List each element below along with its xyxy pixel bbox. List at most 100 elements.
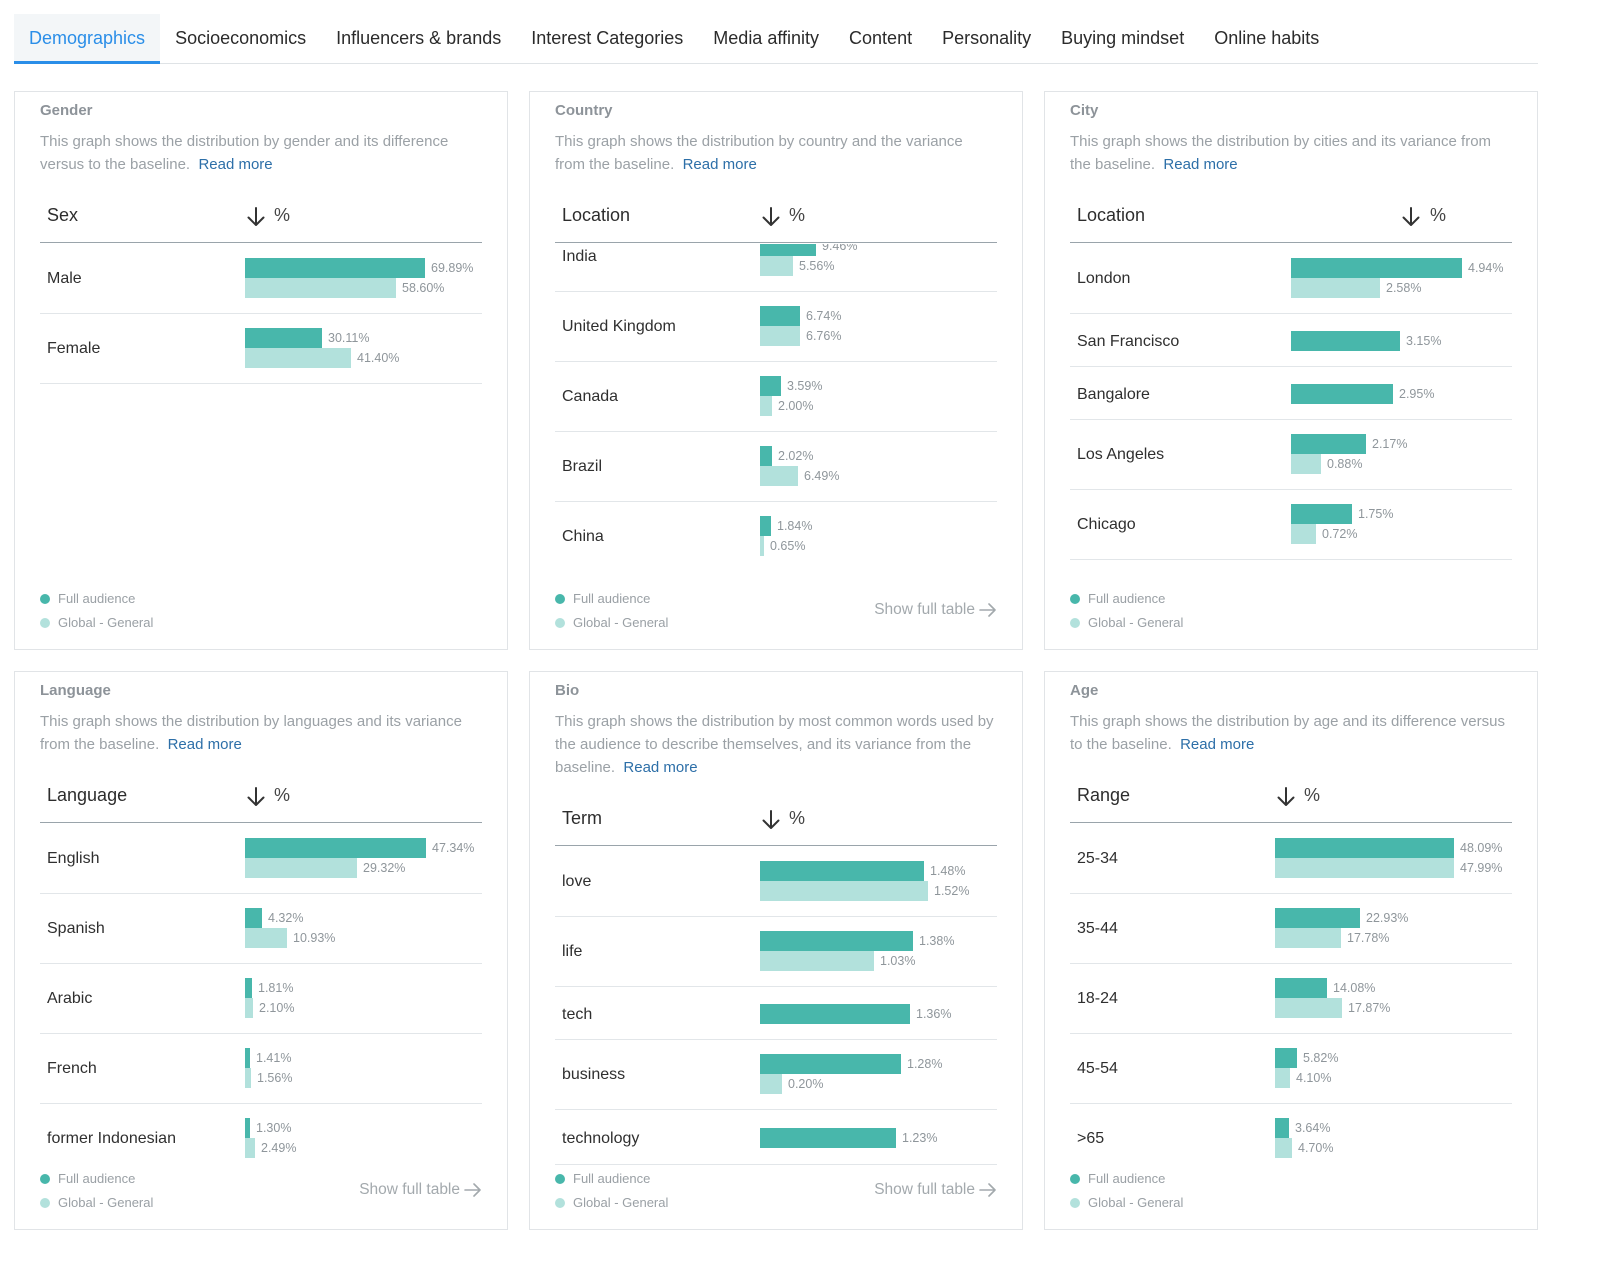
- table-row[interactable]: Canada 3.59% 2.00%: [555, 362, 997, 432]
- baseline-bar: [760, 396, 772, 416]
- description-text: This graph shows the distribution by lan…: [40, 713, 462, 753]
- read-more-link[interactable]: Read more: [1180, 736, 1255, 753]
- full-audience-dot-icon: [1070, 1174, 1080, 1184]
- full-audience-value: 5.82%: [1303, 1051, 1339, 1065]
- read-more-link[interactable]: Read more: [167, 736, 242, 753]
- row-label: Bangalore: [1077, 386, 1150, 403]
- sort-descending-icon[interactable]: [1400, 206, 1422, 228]
- tab-buying-mindset[interactable]: Buying mindset: [1061, 28, 1185, 48]
- row-label: Canada: [562, 388, 619, 405]
- show-full-table-link[interactable]: Show full table: [359, 1181, 482, 1199]
- full-audience-bar: [245, 328, 322, 348]
- table-row[interactable]: >65 3.64% 4.70%: [1070, 1104, 1512, 1164]
- legend-label: Global - General: [573, 1195, 669, 1210]
- table-row[interactable]: Chicago 1.75% 0.72%: [1070, 490, 1512, 560]
- table-row[interactable]: Bangalore 2.95%: [1070, 367, 1512, 420]
- table-row[interactable]: Spanish 4.32% 10.93%: [40, 894, 482, 964]
- table-row[interactable]: 25-34 48.09% 47.99%: [1070, 824, 1512, 894]
- full-audience-value: 30.11%: [328, 331, 370, 345]
- description-text: This graph shows the distribution by cou…: [555, 133, 963, 173]
- baseline-bar: [1275, 1068, 1290, 1088]
- baseline-value: 4.10%: [1296, 1071, 1332, 1085]
- baseline-bar: [760, 881, 928, 901]
- tab-demographics[interactable]: Demographics: [14, 14, 161, 64]
- baseline-dot-icon: [1070, 618, 1080, 628]
- table-row[interactable]: London 4.94% 2.58%: [1070, 244, 1512, 314]
- baseline-value: 17.87%: [1348, 1001, 1391, 1015]
- row-label: Spanish: [47, 920, 105, 937]
- full-audience-bar: [760, 1128, 896, 1148]
- table-row[interactable]: 18-24 14.08% 17.87%: [1070, 964, 1512, 1034]
- tab-socioeconomics[interactable]: Socioeconomics: [175, 28, 307, 48]
- tab-influencers-brands[interactable]: Influencers & brands: [336, 28, 502, 48]
- table-row[interactable]: love 1.48% 1.52%: [555, 847, 997, 917]
- column-label: Term: [562, 808, 602, 828]
- table-row[interactable]: technology 1.23%: [555, 1110, 997, 1165]
- full-audience-bar: [760, 446, 772, 466]
- tab-interest-categories[interactable]: Interest Categories: [531, 28, 684, 48]
- table-row[interactable]: United Kingdom 6.74% 6.76%: [555, 292, 997, 362]
- table-row[interactable]: Brazil 2.02% 6.49%: [555, 432, 997, 502]
- baseline-bar: [1291, 454, 1321, 474]
- show-full-table-link[interactable]: Show full table: [874, 601, 997, 619]
- full-audience-bar: [1275, 838, 1454, 858]
- full-audience-value: 1.36%: [916, 1007, 952, 1021]
- row-label: Brazil: [562, 458, 603, 475]
- sort-descending-icon[interactable]: [245, 786, 267, 808]
- row-label: London: [1077, 270, 1131, 287]
- table-header: Location%: [555, 193, 997, 243]
- table-row[interactable]: 35-44 22.93% 17.78%: [1070, 894, 1512, 964]
- tab-personality[interactable]: Personality: [942, 28, 1032, 48]
- table-rows: London 4.94% 2.58% San Francisco 3.15% Bangal…: [1070, 244, 1512, 578]
- sort-descending-icon[interactable]: [760, 206, 782, 228]
- table-row[interactable]: Male 69.89% 58.60%: [40, 244, 482, 314]
- bio-card: Bio This graph shows the distribution by …: [529, 671, 1023, 1230]
- row-label: love: [562, 873, 592, 890]
- table-row[interactable]: Arabic 1.81% 2.10%: [40, 964, 482, 1034]
- card-title: Language: [40, 682, 111, 699]
- legend-label: Global - General: [573, 615, 669, 630]
- full-audience-value: 1.84%: [777, 519, 813, 533]
- table-row[interactable]: tech 1.36%: [555, 987, 997, 1040]
- table-row[interactable]: 45-54 5.82% 4.10%: [1070, 1034, 1512, 1104]
- table-row[interactable]: life 1.38% 1.03%: [555, 917, 997, 987]
- table-row[interactable]: English 47.34% 29.32%: [40, 824, 482, 894]
- card-title: Gender: [40, 102, 93, 119]
- table-row[interactable]: Los Angeles 2.17% 0.88%: [1070, 420, 1512, 490]
- table-row[interactable]: San Francisco 3.15%: [1070, 314, 1512, 367]
- table-row[interactable]: former Indonesian 1.30% 2.49%: [40, 1104, 482, 1164]
- row-label: 18-24: [1077, 990, 1118, 1007]
- sort-descending-icon[interactable]: [760, 809, 782, 831]
- read-more-link[interactable]: Read more: [682, 156, 757, 173]
- column-label: Sex: [47, 205, 79, 225]
- percent-column-label: %: [1304, 785, 1321, 805]
- baseline-value: 10.93%: [293, 931, 336, 945]
- tab-media-affinity[interactable]: Media affinity: [713, 28, 820, 48]
- baseline-bar: [760, 1074, 782, 1094]
- read-more-link[interactable]: Read more: [623, 759, 698, 776]
- table-row[interactable]: business 1.28% 0.20%: [555, 1040, 997, 1110]
- tab-online-habits[interactable]: Online habits: [1214, 28, 1320, 48]
- baseline-value: 1.03%: [880, 954, 916, 968]
- row-label: technology: [562, 1130, 640, 1147]
- sort-descending-icon[interactable]: [1275, 786, 1297, 808]
- show-full-table-link[interactable]: Show full table: [874, 1181, 997, 1199]
- row-label: Chicago: [1077, 516, 1136, 533]
- row-label: Los Angeles: [1077, 446, 1165, 463]
- table-row[interactable]: Female 30.11% 41.40%: [40, 314, 482, 384]
- card-title: Bio: [555, 682, 580, 699]
- sort-descending-icon[interactable]: [245, 206, 267, 228]
- row-label: China: [562, 528, 604, 545]
- full-audience-value: 3.15%: [1406, 334, 1442, 348]
- table-row[interactable]: China 1.84% 0.65%: [555, 502, 997, 570]
- read-more-link[interactable]: Read more: [1163, 156, 1238, 173]
- table-header: Term%: [555, 796, 997, 846]
- show-full-table-label: Show full table: [874, 601, 975, 618]
- baseline-dot-icon: [555, 1198, 565, 1208]
- baseline-bar: [1291, 524, 1316, 544]
- read-more-link[interactable]: Read more: [198, 156, 273, 173]
- table-row[interactable]: French 1.41% 1.56%: [40, 1034, 482, 1104]
- tab-content[interactable]: Content: [849, 28, 913, 48]
- table-row[interactable]: India 9.46% 5.56%: [555, 244, 997, 292]
- description-text: This graph shows the distribution by age…: [1070, 713, 1505, 753]
